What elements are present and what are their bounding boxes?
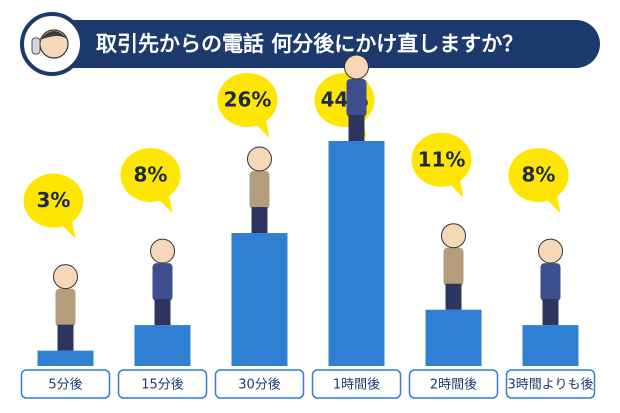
speech-bubble (217, 73, 278, 127)
person-head (538, 238, 563, 264)
person-body (152, 263, 173, 302)
speech-bubble (23, 173, 84, 228)
value-label: 8% (134, 163, 168, 187)
speech-bubble (508, 148, 569, 203)
person-head (441, 223, 466, 249)
category-box (311, 369, 402, 399)
person-body (443, 247, 464, 286)
person-legs (348, 115, 365, 141)
icon-hair (40, 31, 68, 40)
category-box (505, 369, 596, 399)
bar (522, 325, 579, 366)
person-body (540, 263, 561, 302)
category-box (117, 369, 208, 399)
person-legs (154, 299, 171, 326)
bar (231, 233, 288, 366)
person-head (150, 238, 175, 264)
person-body (55, 288, 76, 327)
x-tick-label: 30分後 (238, 378, 281, 393)
icon-phone (31, 37, 41, 55)
person-body (249, 171, 270, 210)
x-tick-label: 5分後 (48, 378, 82, 393)
person-legs (542, 299, 559, 326)
bar (425, 309, 482, 366)
speech-bubble (120, 148, 181, 203)
person-legs (251, 207, 268, 234)
person-head (344, 54, 369, 80)
person-head (247, 146, 272, 172)
value-label: 3% (37, 188, 71, 212)
x-tick-label: 3時間よりも後 (507, 378, 593, 393)
category-box (408, 369, 499, 399)
person-head (53, 264, 78, 290)
category-box (214, 369, 305, 399)
x-tick-label: 1時間後 (333, 378, 380, 393)
title-bar (22, 20, 600, 68)
bar (37, 350, 94, 366)
bar (134, 325, 191, 366)
value-label: 8% (522, 163, 556, 187)
person-body (346, 79, 367, 117)
value-label: 26% (224, 88, 272, 112)
person-legs (445, 283, 462, 310)
x-tick-label: 15分後 (141, 378, 184, 393)
person-legs (57, 324, 74, 351)
x-tick-label: 2時間後 (430, 378, 477, 393)
chart-title: 取引先からの電話 何分後にかけ直しますか？ (96, 32, 523, 56)
speech-bubble (411, 132, 472, 187)
category-box (20, 369, 111, 399)
value-label: 11% (418, 147, 466, 171)
bar (328, 141, 385, 366)
